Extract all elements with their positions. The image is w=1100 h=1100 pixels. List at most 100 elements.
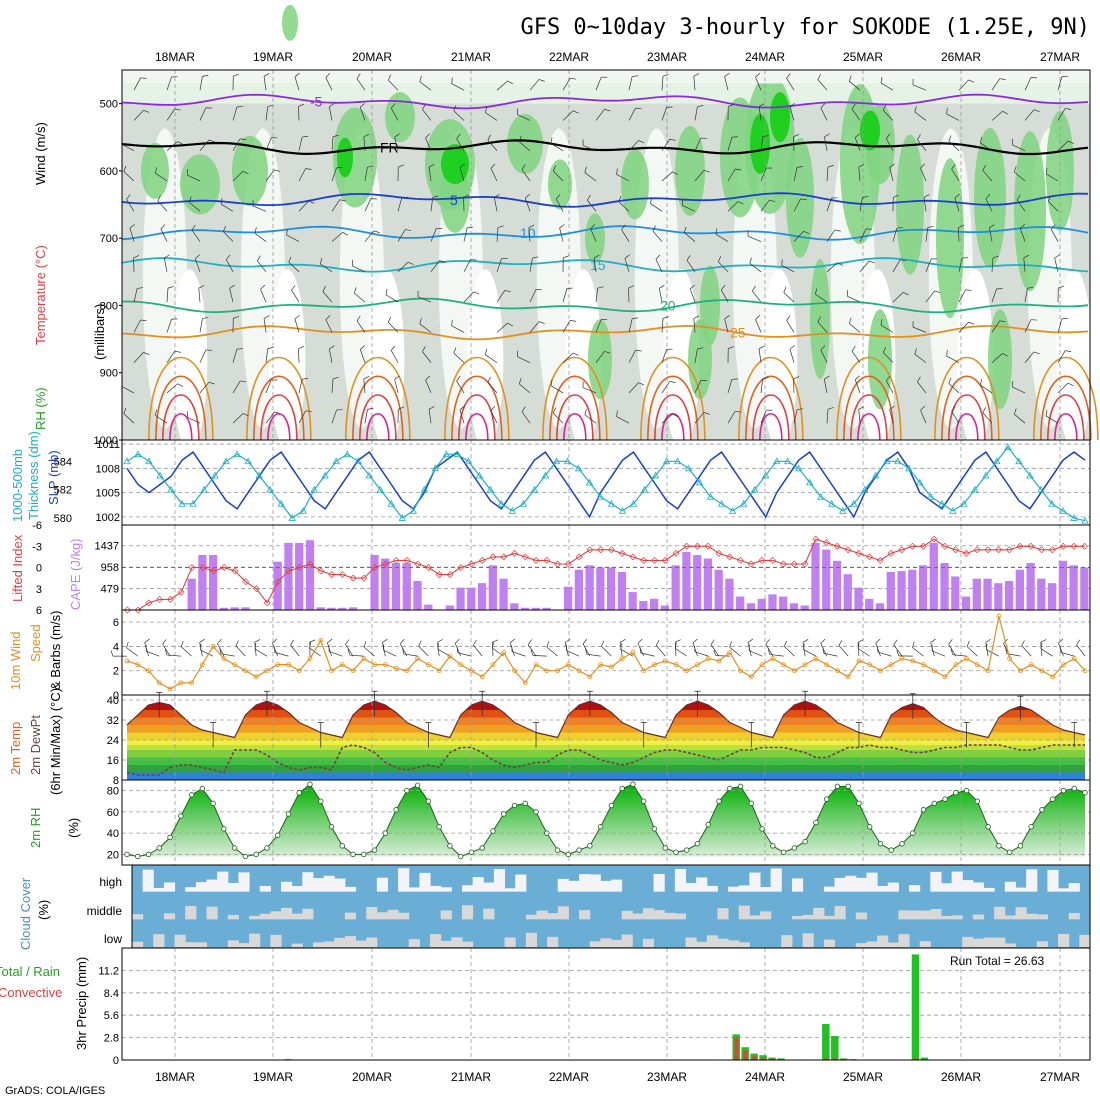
- wind-barb-feather: [762, 377, 769, 380]
- wind-speed-marker: [372, 662, 377, 668]
- warm-dome: [1054, 412, 1078, 441]
- wind-barb: [958, 321, 969, 333]
- wind-barb-10m-feather: [327, 638, 333, 644]
- lifted-index-marker: [833, 542, 841, 550]
- cloud-cell: [227, 914, 239, 920]
- wind-barb-10m: [769, 654, 784, 657]
- warm-dome: [955, 412, 979, 441]
- cloud-cell: [461, 941, 474, 947]
- wind-barb-10m-feather: [290, 639, 294, 646]
- wind-barb-feather: [800, 198, 807, 200]
- rh-marker: [963, 787, 970, 794]
- cloud-cell: [1004, 881, 1016, 892]
- thickness-marker: [673, 457, 682, 465]
- cloud-cell: [323, 875, 335, 892]
- lifted-index-marker: [1059, 542, 1067, 550]
- wind-barb: [1024, 319, 1032, 333]
- warm-dome: [738, 356, 804, 441]
- cloud-cell: [898, 910, 910, 920]
- cloud-cell: [504, 937, 516, 947]
- cloud-cell: [185, 906, 197, 920]
- wind-barb-10m: [875, 642, 881, 657]
- cape-bar: [639, 601, 648, 610]
- wind-speed-marker: [813, 656, 819, 661]
- wind-barb-feather: [724, 315, 730, 320]
- cloud-cell: [642, 908, 655, 920]
- cloud-cell: [909, 885, 921, 892]
- temperature-label: Temperature (°C): [33, 245, 48, 345]
- top-date-labels: 18MAR 19MAR 20MAR 21MAR 22MAR 23MAR 24MA…: [155, 50, 1080, 64]
- wind-barb: [1012, 386, 1026, 394]
- thickness-marker: [189, 499, 197, 507]
- wind-barb: [463, 291, 474, 303]
- thickness-marker: [156, 471, 164, 479]
- wind-barb-feather: [982, 407, 986, 413]
- wind-barb: [817, 321, 828, 333]
- tick-label: 580: [54, 513, 72, 525]
- wind-barb-feather: [982, 164, 986, 171]
- wind-barb-feather: [880, 76, 883, 84]
- cloud-cell: [930, 871, 942, 892]
- wind-barb: [419, 323, 432, 333]
- wind-barb-10m: [710, 644, 720, 657]
- thickness-marker: [1037, 485, 1045, 493]
- thickness-marker: [640, 485, 649, 493]
- wind-barb: [529, 321, 540, 333]
- precip-conv-bar: [761, 1057, 766, 1060]
- thickness-marker: [343, 450, 351, 458]
- cloud-cell: [1015, 907, 1027, 920]
- cape-bar: [671, 565, 680, 610]
- lifted-index-marker: [909, 542, 917, 550]
- wind-barb-10m-feather: [309, 639, 316, 643]
- wind-barb-feather: [532, 256, 539, 259]
- wind-barb: [490, 410, 498, 424]
- thickness-marker: [993, 457, 1001, 465]
- warm-dome: [745, 375, 797, 441]
- wind-barb-feather: [638, 382, 645, 386]
- warm-dome: [465, 412, 489, 441]
- wind-barb-feather: [387, 74, 392, 81]
- rh-marker: [856, 800, 862, 807]
- wind-barb: [463, 227, 468, 242]
- wind-barb-feather: [254, 227, 257, 234]
- tick-label: 1000: [94, 435, 118, 447]
- wind-barb-feather: [584, 166, 587, 173]
- wind-barb-feather: [1019, 224, 1025, 229]
- wind-barb-feather: [538, 321, 545, 324]
- thickness-marker: [277, 499, 285, 507]
- rh-marker: [1028, 824, 1034, 830]
- tick-label: 24: [107, 735, 119, 747]
- rh-moist-area: [936, 158, 964, 319]
- wind-barb: [593, 257, 597, 272]
- cloud-cell: [823, 886, 836, 892]
- wind-barb-feather: [394, 133, 400, 138]
- cloud-row-high: high: [99, 875, 122, 889]
- cloud-cell: [834, 877, 846, 892]
- tick-label: 8.4: [104, 988, 119, 1000]
- wind-barb: [166, 76, 172, 91]
- temp-color-band: [127, 750, 1085, 758]
- wind-barb-10m: [749, 650, 763, 657]
- tick-label: 600: [100, 166, 118, 178]
- wind-barb: [854, 137, 861, 151]
- rh-marker: [490, 828, 496, 834]
- cape-bar: [779, 596, 788, 610]
- wind-barb-feather: [1045, 409, 1048, 417]
- wind-barb: [587, 200, 597, 212]
- wind-barb: [419, 81, 432, 91]
- cloud-cell: [972, 882, 985, 892]
- tick-label: 20: [107, 849, 119, 861]
- wind-barb-10m-feather: [473, 639, 477, 646]
- thickness-marker: [409, 506, 417, 514]
- rh-moist-area: [548, 159, 572, 210]
- wind-barb-10m: [931, 650, 946, 657]
- wind-barb-10m: [349, 654, 364, 657]
- precip-conv-bar: [734, 1037, 739, 1060]
- wind-barb: [485, 112, 498, 121]
- wind-barb: [793, 167, 798, 182]
- cape-bar: [1058, 560, 1067, 610]
- wind-barb-10m-feather: [950, 648, 954, 655]
- wind-barb: [521, 169, 531, 182]
- isotherm-label--5: -5: [310, 94, 323, 110]
- wind-barb: [760, 199, 770, 212]
